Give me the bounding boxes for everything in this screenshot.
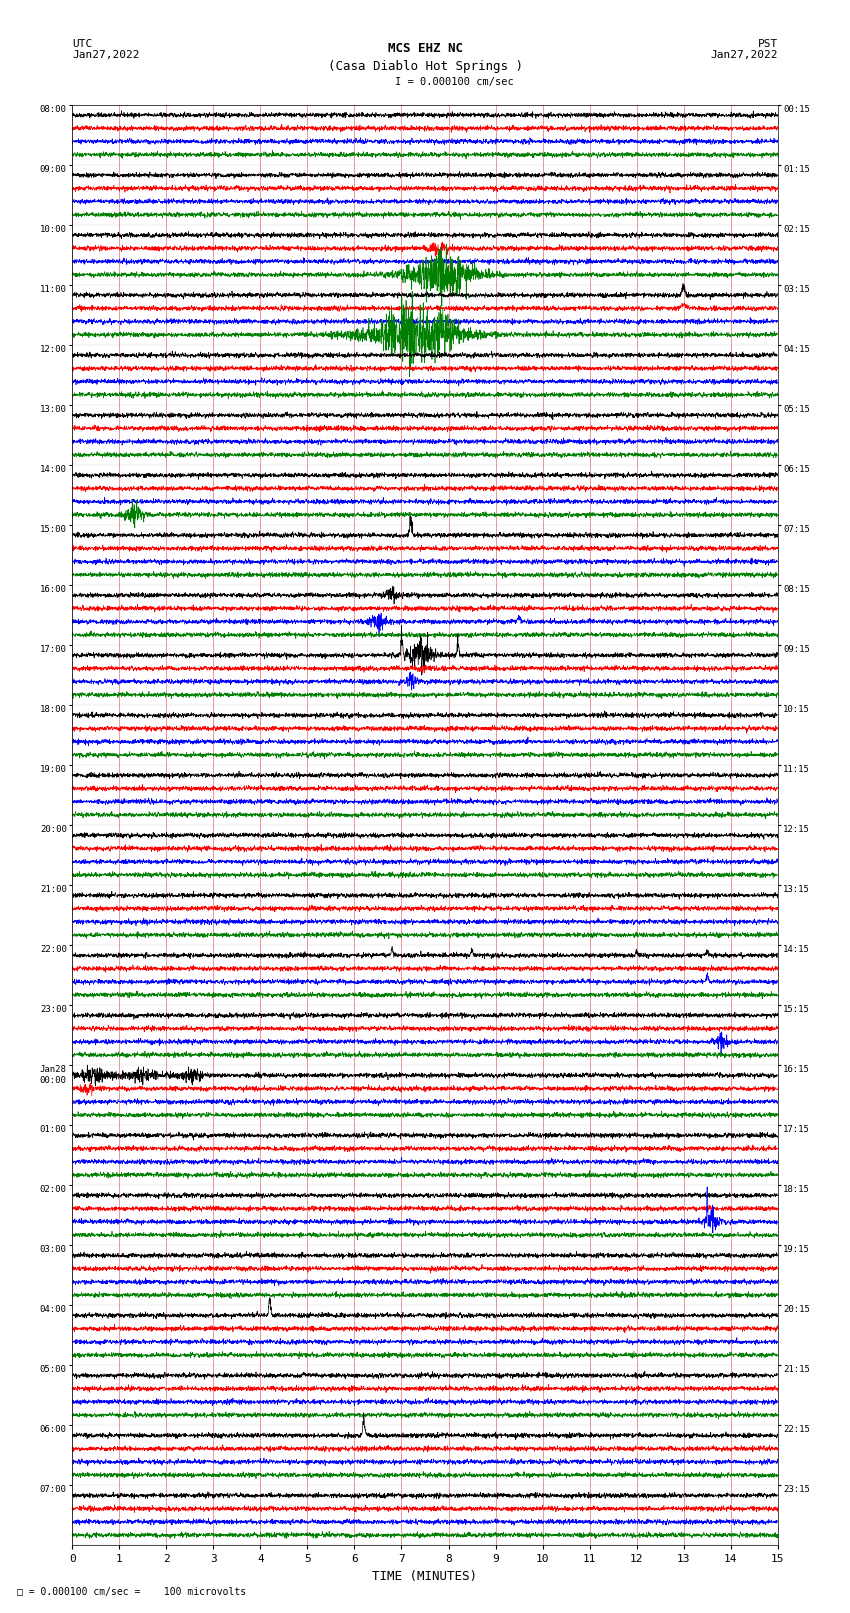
X-axis label: TIME (MINUTES): TIME (MINUTES) xyxy=(372,1569,478,1582)
Text: MCS EHZ NC: MCS EHZ NC xyxy=(388,42,462,55)
Text: PST: PST xyxy=(757,39,778,48)
Text: Jan27,2022: Jan27,2022 xyxy=(72,50,139,60)
Text: □ = 0.000100 cm/sec =    100 microvolts: □ = 0.000100 cm/sec = 100 microvolts xyxy=(17,1587,246,1597)
Text: UTC: UTC xyxy=(72,39,93,48)
Text: Jan27,2022: Jan27,2022 xyxy=(711,50,778,60)
Text: I = 0.000100 cm/sec: I = 0.000100 cm/sec xyxy=(395,77,514,87)
Text: (Casa Diablo Hot Springs ): (Casa Diablo Hot Springs ) xyxy=(327,60,523,73)
